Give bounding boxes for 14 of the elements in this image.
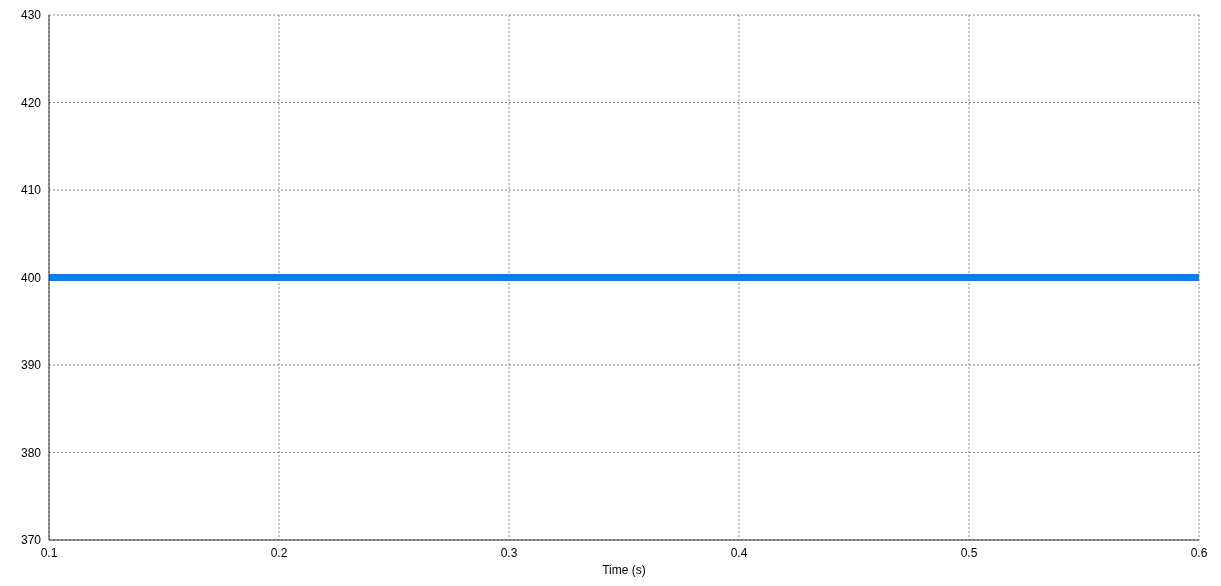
x-tick-label: 0.6 [1190, 545, 1208, 560]
y-tick-label: 430 [20, 8, 42, 23]
x-tick-label: 0.2 [270, 545, 288, 560]
y-tick-label: 370 [20, 533, 42, 548]
y-tick-label: 390 [20, 358, 42, 373]
x-axis-title: Time (s) [602, 563, 646, 577]
y-tick-label: 410 [20, 183, 42, 198]
x-tick-label: 0.1 [40, 545, 58, 560]
y-tick-label: 420 [20, 95, 42, 110]
x-tick-label: 0.5 [960, 545, 978, 560]
x-tick-label: 0.3 [500, 545, 518, 560]
y-tick-label: 380 [20, 445, 42, 460]
x-tick-label: 0.4 [730, 545, 748, 560]
y-tick-label: 400 [20, 270, 42, 285]
